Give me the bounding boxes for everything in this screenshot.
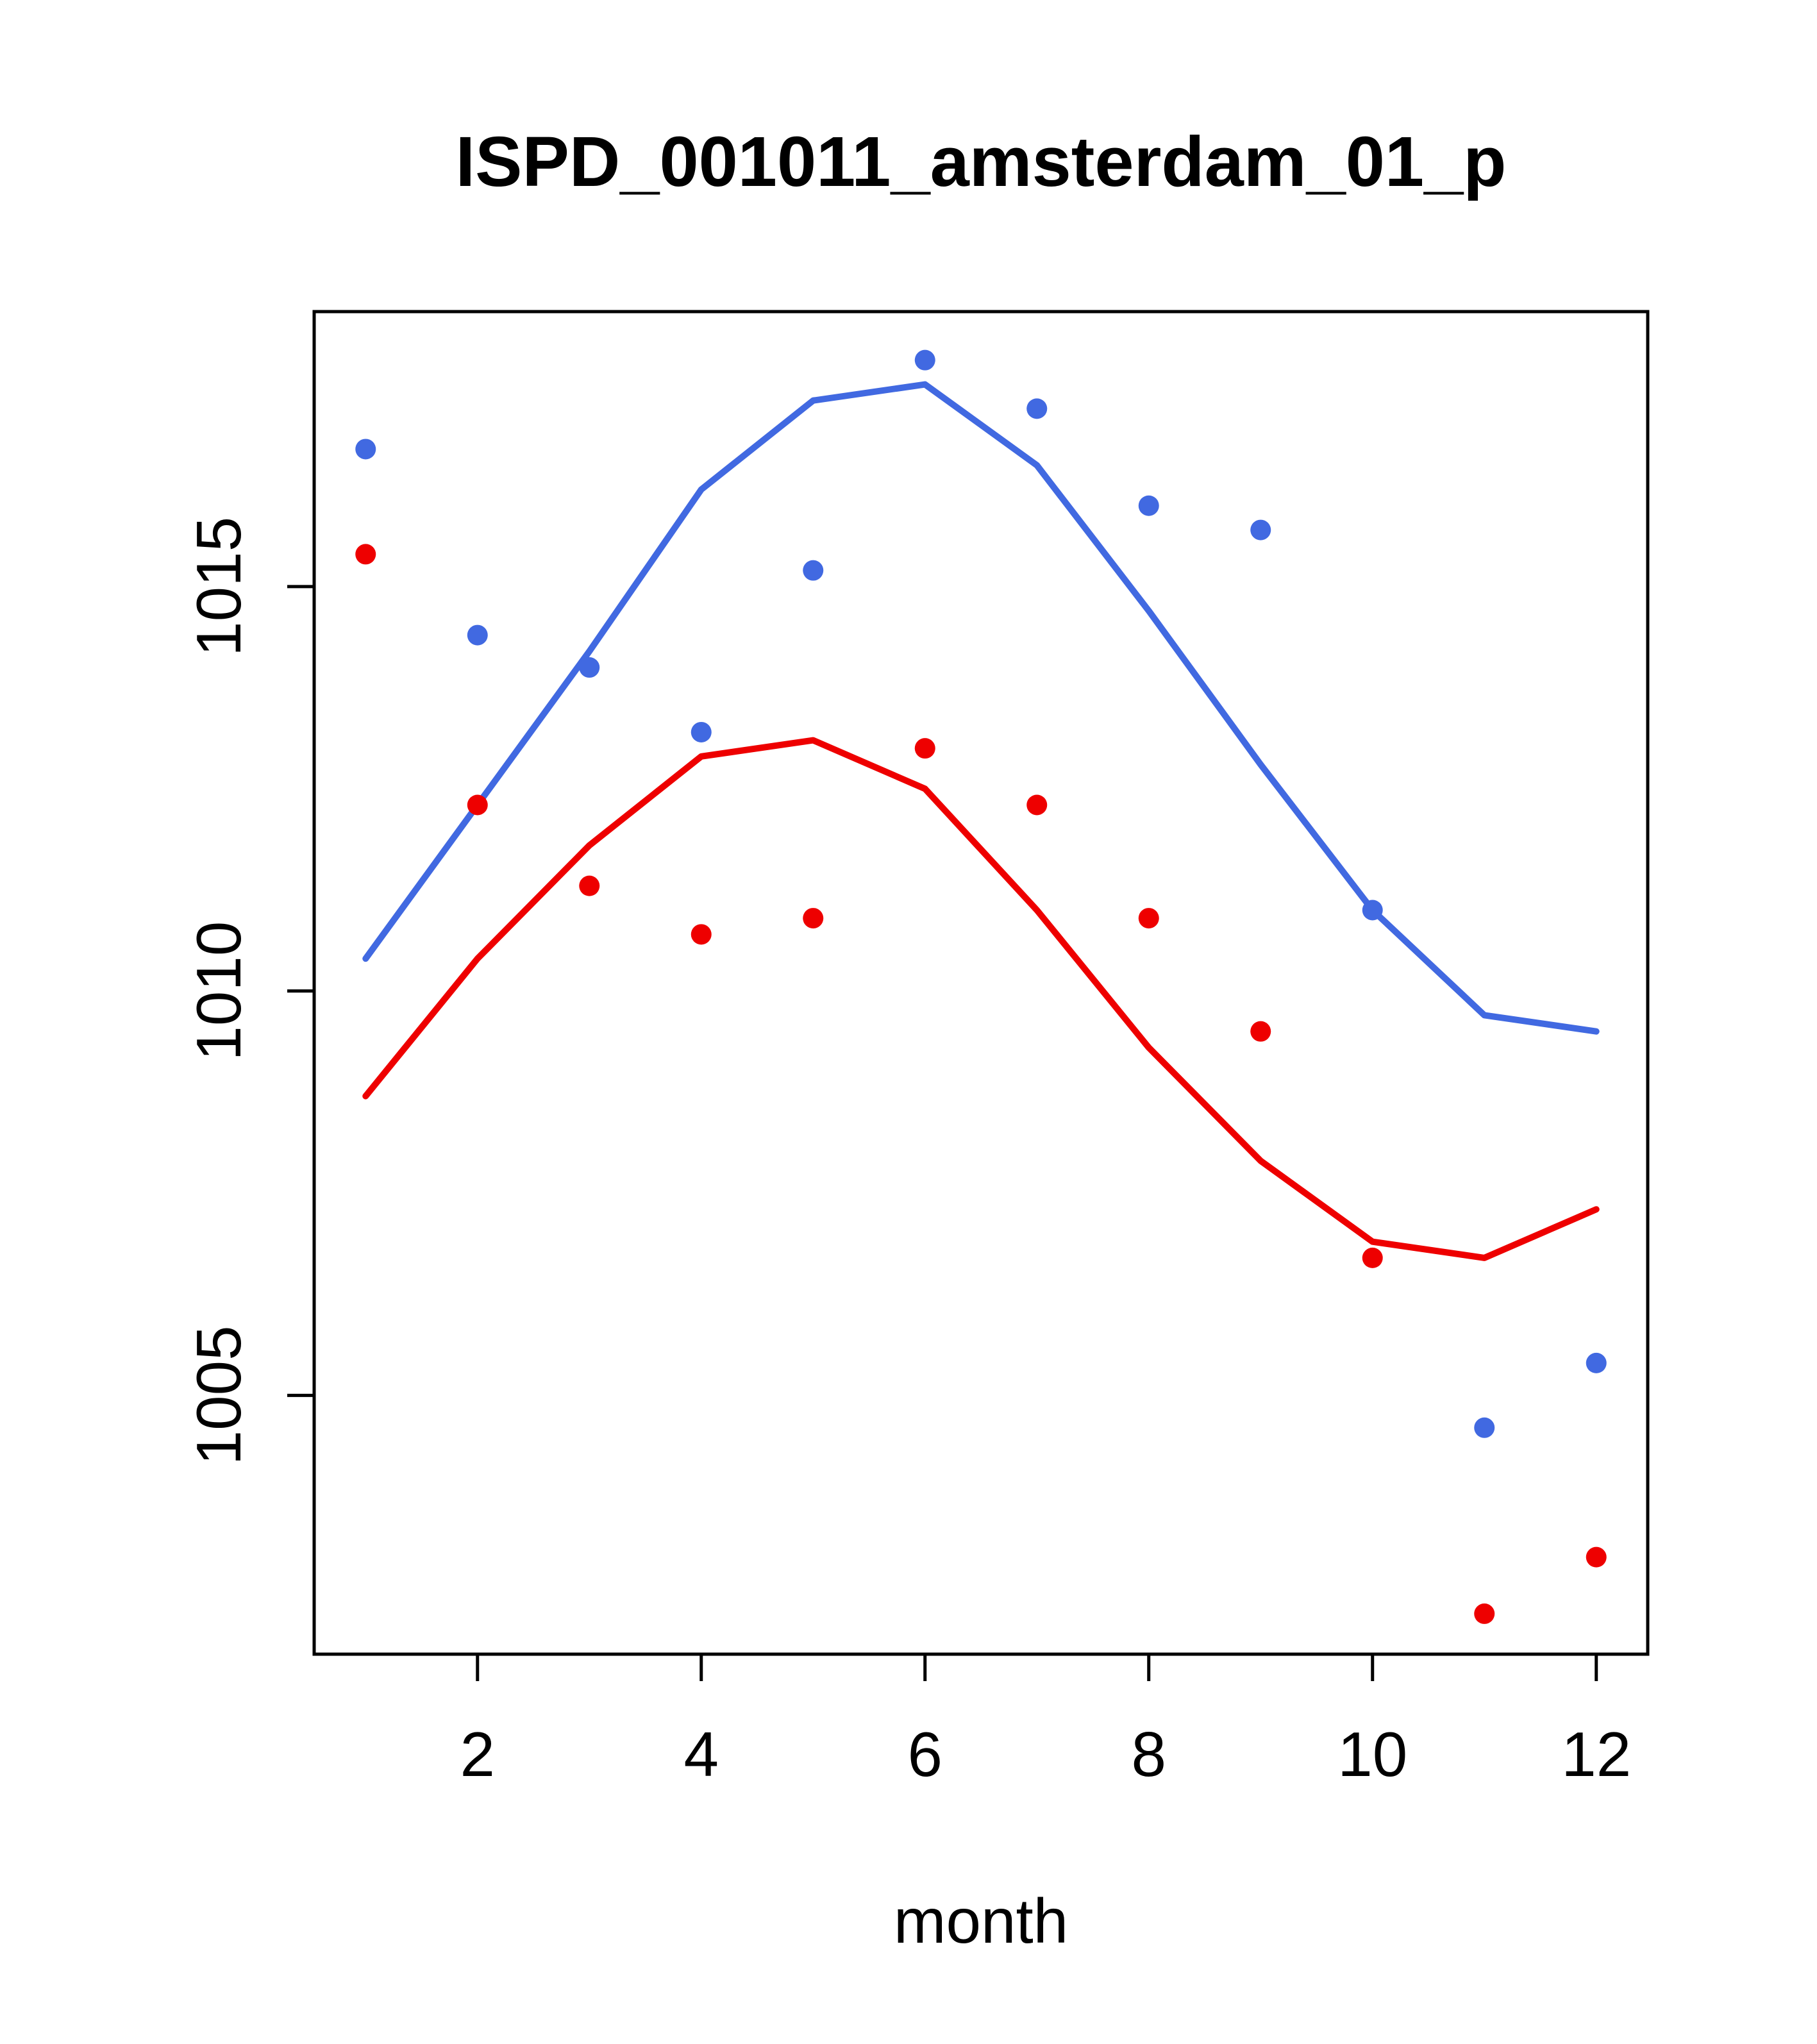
- red-points-marker: [1250, 1021, 1271, 1042]
- y-tick-label: 1005: [183, 1325, 254, 1465]
- plot-series-group: 2 4 6 8 10 12 1005 1010 1015: [183, 349, 1631, 1789]
- red-points-marker: [1362, 1247, 1383, 1268]
- red-points-marker: [914, 738, 935, 759]
- red-points-marker: [803, 908, 824, 929]
- blue-points-marker: [1474, 1417, 1495, 1438]
- blue-points-marker: [1250, 519, 1271, 540]
- x-tick-label: 8: [1131, 1719, 1166, 1789]
- red-points-marker: [1026, 794, 1048, 816]
- blue-points-marker: [1586, 1352, 1607, 1373]
- x-tick-label: 10: [1337, 1719, 1407, 1789]
- y-tick-label: 1015: [183, 517, 254, 657]
- red-line-series: [362, 737, 1600, 1261]
- blue-points-marker: [467, 624, 488, 646]
- red-points-marker: [1586, 1546, 1607, 1568]
- y-tick-label: 1010: [183, 921, 254, 1061]
- red-points-marker: [579, 875, 600, 896]
- blue-points-marker: [1362, 900, 1383, 921]
- plot-box: [312, 310, 1650, 1656]
- blue-points-marker: [914, 349, 935, 371]
- blue-points-marker: [579, 657, 600, 678]
- blue-points-marker: [1138, 495, 1159, 516]
- red-points-marker: [467, 794, 488, 816]
- x-tick-label: 12: [1561, 1719, 1631, 1789]
- blue-points-marker: [691, 721, 712, 742]
- blue-points-marker: [355, 439, 376, 460]
- x-axis-label: month: [894, 1886, 1068, 1956]
- x-tick-label: 2: [460, 1719, 496, 1789]
- red-points-marker: [691, 924, 712, 945]
- red-points-marker: [1138, 908, 1159, 929]
- blue-points-marker: [1026, 398, 1048, 419]
- x-tick-label: 6: [907, 1719, 942, 1789]
- red-points-marker: [1474, 1603, 1495, 1624]
- red-points-marker: [355, 544, 376, 565]
- blue-points-marker: [803, 560, 824, 581]
- chart-title: ISPD_001011_amsterdam_01_p: [456, 122, 1507, 201]
- x-tick-label: 4: [684, 1719, 719, 1789]
- blue-line-series: [362, 381, 1600, 1035]
